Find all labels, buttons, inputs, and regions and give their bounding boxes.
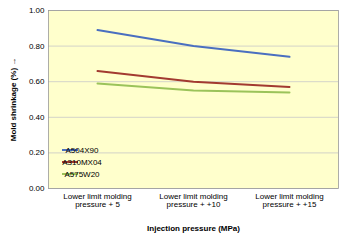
svg-text:1.00: 1.00 [29,6,45,15]
svg-text:A310MX04: A310MX04 [62,158,102,167]
svg-text:Lower limit moldingpressure +: Lower limit moldingpressure + +10 [159,192,227,209]
svg-text:Mold shrinkage (%) →: Mold shrinkage (%) → [9,58,18,142]
svg-text:A575W20: A575W20 [64,170,100,179]
svg-text:Lower limit moldingpressure +: Lower limit moldingpressure + 5 [63,192,131,209]
svg-text:0.40: 0.40 [29,113,45,122]
svg-text:A504X90: A504X90 [66,146,99,155]
svg-text:0.60: 0.60 [29,77,45,86]
svg-text:Lower limit moldingpressure +: Lower limit moldingpressure + +15 [255,192,323,209]
svg-text:0.20: 0.20 [29,148,45,157]
svg-text:0.80: 0.80 [29,42,45,51]
svg-text:0.00: 0.00 [29,184,45,193]
svg-text:Injection pressure (MPa): Injection pressure (MPa) [147,224,240,233]
